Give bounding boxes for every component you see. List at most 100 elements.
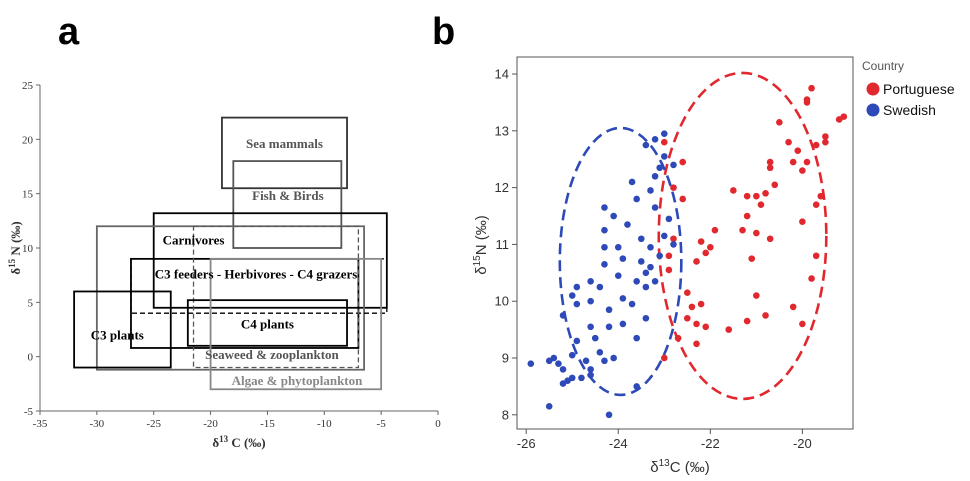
data-point (766, 158, 774, 166)
data-point (702, 249, 710, 257)
data-point (762, 312, 769, 319)
data-point (545, 402, 553, 410)
region-box (232, 160, 343, 249)
data-point (799, 320, 806, 328)
data-point (642, 141, 650, 149)
y-tick-label: 12 (495, 180, 509, 195)
data-point (679, 158, 686, 166)
x-tick-label: -15 (260, 418, 275, 430)
data-point (757, 201, 765, 208)
data-point (771, 181, 779, 189)
x-tick-label: -5 (377, 418, 387, 430)
data-point (587, 366, 594, 373)
panel-b-x-axis-label: δ13C (‰) (650, 458, 709, 476)
data-point (578, 374, 585, 382)
data-point (601, 260, 608, 268)
y-tick-label: 15 (22, 189, 34, 201)
data-point (573, 300, 581, 308)
region-box (73, 290, 172, 369)
region-label: C4 plants (241, 316, 294, 331)
legend-marker-swedish (866, 103, 880, 117)
data-point (555, 360, 562, 367)
data-point (573, 337, 581, 345)
data-point (674, 334, 682, 342)
y-tick-label: 10 (22, 243, 34, 255)
data-point (647, 243, 654, 251)
panel-a-regions: Sea mammals Fish & Birds Carnivores C3 feed… (73, 116, 388, 391)
data-point (693, 340, 700, 348)
data-point (766, 164, 774, 172)
region-box (209, 257, 383, 391)
data-point (762, 190, 769, 197)
data-point (660, 138, 668, 146)
x-tick-label: 0 (435, 418, 441, 430)
data-point (605, 323, 613, 331)
data-point (679, 195, 686, 203)
x-tick-label: -22 (701, 436, 720, 451)
data-point (568, 292, 576, 299)
data-point (725, 326, 733, 333)
legend-label-swedish: Swedish (883, 102, 936, 118)
legend: Country Portuguese Swedish (862, 59, 955, 118)
data-point (766, 235, 774, 243)
data-point (564, 377, 571, 385)
region-label: Carnivores (163, 233, 225, 248)
region-label: Sea mammals (246, 136, 323, 151)
y-tick-label: 25 (22, 80, 34, 92)
data-point (601, 204, 608, 211)
y-tick-label: 13 (495, 123, 509, 138)
data-point (619, 295, 627, 302)
data-point (624, 221, 631, 228)
panel-b-chart: -26 -24 -22 -20 8 9 10 11 12 13 14 δ13C (‰) δ15N (… (472, 56, 955, 476)
y-tick-label: 8 (502, 407, 509, 422)
data-point (651, 172, 659, 180)
data-point (697, 300, 705, 308)
data-point (660, 130, 668, 137)
data-point (647, 187, 654, 194)
data-point (743, 317, 751, 325)
panel-b-ticks: -26 -24 -22 -20 8 9 10 11 12 13 14 (495, 67, 812, 451)
data-point (693, 258, 700, 265)
data-point (835, 116, 843, 123)
data-point (711, 226, 719, 234)
data-point (808, 84, 815, 92)
data-point (527, 360, 535, 367)
data-point (785, 138, 792, 146)
panel-a-x-axis-label: δ13 C (‰) (212, 434, 265, 450)
legend-label-portuguese: Portuguese (883, 81, 955, 97)
region-box (186, 299, 348, 347)
data-point (702, 323, 710, 331)
data-point (651, 136, 659, 143)
panel-a-ticks: -35 -30 -25 -20 -15 -10 -5 0 -5 0 5 10 15 20 25 (22, 80, 441, 430)
data-point (619, 255, 627, 262)
x-tick-label: -25 (146, 418, 161, 430)
data-point (670, 184, 677, 191)
data-point (642, 314, 650, 322)
data-point (582, 357, 590, 365)
x-tick-label: -26 (517, 436, 536, 451)
region-box (192, 225, 360, 369)
x-tick-label: -24 (609, 436, 628, 451)
data-point (587, 278, 594, 285)
region-label: C3 feeders - Herbivores - C4 grazers (155, 266, 358, 281)
data-point (610, 212, 617, 220)
data-point (587, 371, 594, 379)
data-point (591, 334, 599, 342)
data-point (794, 147, 802, 155)
data-point (812, 201, 820, 208)
data-point (776, 119, 783, 126)
legend-marker-portuguese (866, 82, 880, 96)
data-point (642, 283, 650, 291)
region-label: C3 plants (91, 327, 144, 342)
region-box (221, 116, 348, 190)
panel-b-points (527, 84, 848, 419)
data-point (693, 320, 700, 328)
data-point (808, 275, 815, 282)
panel-b-ellipses (558, 71, 828, 401)
data-point (614, 243, 622, 251)
y-tick-label: 10 (495, 294, 509, 309)
panel-b-y-axis-label: δ15N (‰) (472, 215, 490, 274)
data-point (647, 263, 654, 271)
data-point (559, 366, 567, 373)
